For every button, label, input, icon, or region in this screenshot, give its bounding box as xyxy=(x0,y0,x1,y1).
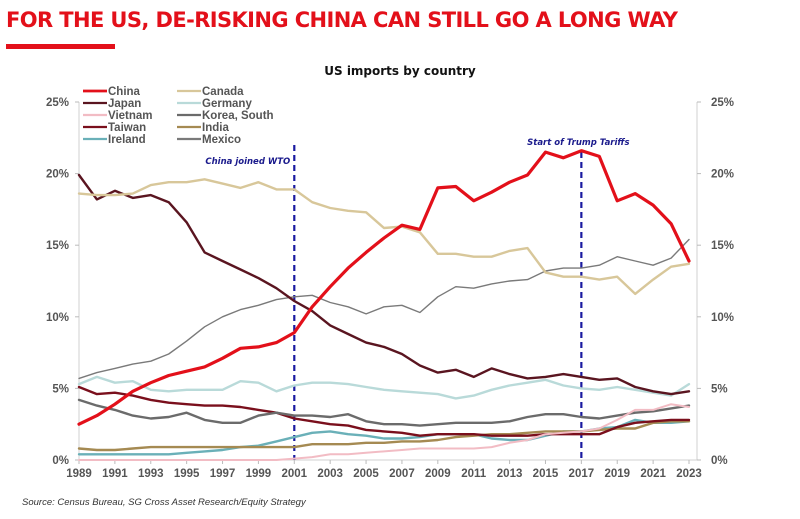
x-tick-label: 2005 xyxy=(353,468,379,480)
legend: China Canada Japan Germany Vietnam Korea, Sou… xyxy=(83,86,274,146)
x-tick-label: 2021 xyxy=(640,468,666,480)
series-line-vietnam xyxy=(78,403,690,461)
x-tick-label: 2017 xyxy=(569,468,595,480)
x-tick-label: 2023 xyxy=(676,468,702,480)
series-lines xyxy=(77,149,691,461)
annotation-label: Start of Trump Tariffs xyxy=(527,138,629,148)
legend-label: Germany xyxy=(202,98,252,110)
y-tick-label-left: 20% xyxy=(46,169,69,181)
series-line-india xyxy=(77,420,691,452)
legend-label: Mexico xyxy=(202,134,241,146)
legend-label: Korea, South xyxy=(202,110,274,122)
y-tick-label-left: 15% xyxy=(46,240,69,252)
series-line-korea-south xyxy=(77,398,691,427)
legend-label: Taiwan xyxy=(108,122,146,134)
x-tick-label: 1991 xyxy=(102,468,128,480)
headline: FOR THE US, DE-RISKING CHINA CAN STILL G… xyxy=(6,8,678,32)
x-tick-label: 1993 xyxy=(138,468,164,480)
x-tick-label: 2011 xyxy=(461,468,487,480)
series-line-germany xyxy=(77,375,691,400)
axes: 0% 0% 5% 5% 10% 10% 15% 15% 20% 20% 25% 25% 1989 1991… xyxy=(46,97,734,480)
y-tick-label-right: 10% xyxy=(711,312,734,324)
series-line-canada xyxy=(77,178,691,296)
x-tick-label: 2007 xyxy=(389,468,415,480)
y-tick-label-left: 10% xyxy=(46,312,69,324)
y-tick-label-right: 20% xyxy=(711,169,734,181)
annotation-label: China joined WTO xyxy=(205,157,290,167)
x-tick-label: 1999 xyxy=(246,468,272,480)
annotations: China joined WTO Start of Trump Tariffs xyxy=(205,138,630,460)
headline-underline xyxy=(6,44,115,49)
x-tick-label: 2019 xyxy=(604,468,630,480)
x-tick-label: 2003 xyxy=(317,468,343,480)
chart-title: US imports by country xyxy=(324,64,476,78)
legend-label: China xyxy=(108,86,141,98)
y-tick-label-left: 0% xyxy=(52,455,69,467)
legend-label: Canada xyxy=(202,86,244,98)
series-line-taiwan xyxy=(77,385,691,437)
y-tick-label-right: 0% xyxy=(711,455,728,467)
x-tick-label: 1989 xyxy=(66,468,92,480)
series-line-china xyxy=(77,149,691,426)
x-tick-label: 1997 xyxy=(210,468,236,480)
source-note: Source: Census Bureau, SG Cross Asset Re… xyxy=(22,497,306,508)
x-tick-label: 2009 xyxy=(425,468,451,480)
legend-label: Vietnam xyxy=(108,110,153,122)
y-tick-label-right: 15% xyxy=(711,240,734,252)
y-tick-label-right: 5% xyxy=(711,383,728,395)
x-tick-label: 2001 xyxy=(281,468,307,480)
y-tick-label-left: 25% xyxy=(46,97,69,109)
x-tick-label: 2013 xyxy=(497,468,523,480)
x-tick-label: 1995 xyxy=(174,468,200,480)
y-tick-label-left: 5% xyxy=(52,383,69,395)
legend-label: Japan xyxy=(108,98,141,110)
x-tick-label: 2015 xyxy=(533,468,559,480)
series-line-japan xyxy=(77,173,691,396)
series-line-mexico xyxy=(78,238,690,380)
legend-label: Ireland xyxy=(108,134,146,146)
y-tick-label-right: 25% xyxy=(711,97,734,109)
legend-label: India xyxy=(202,122,229,134)
